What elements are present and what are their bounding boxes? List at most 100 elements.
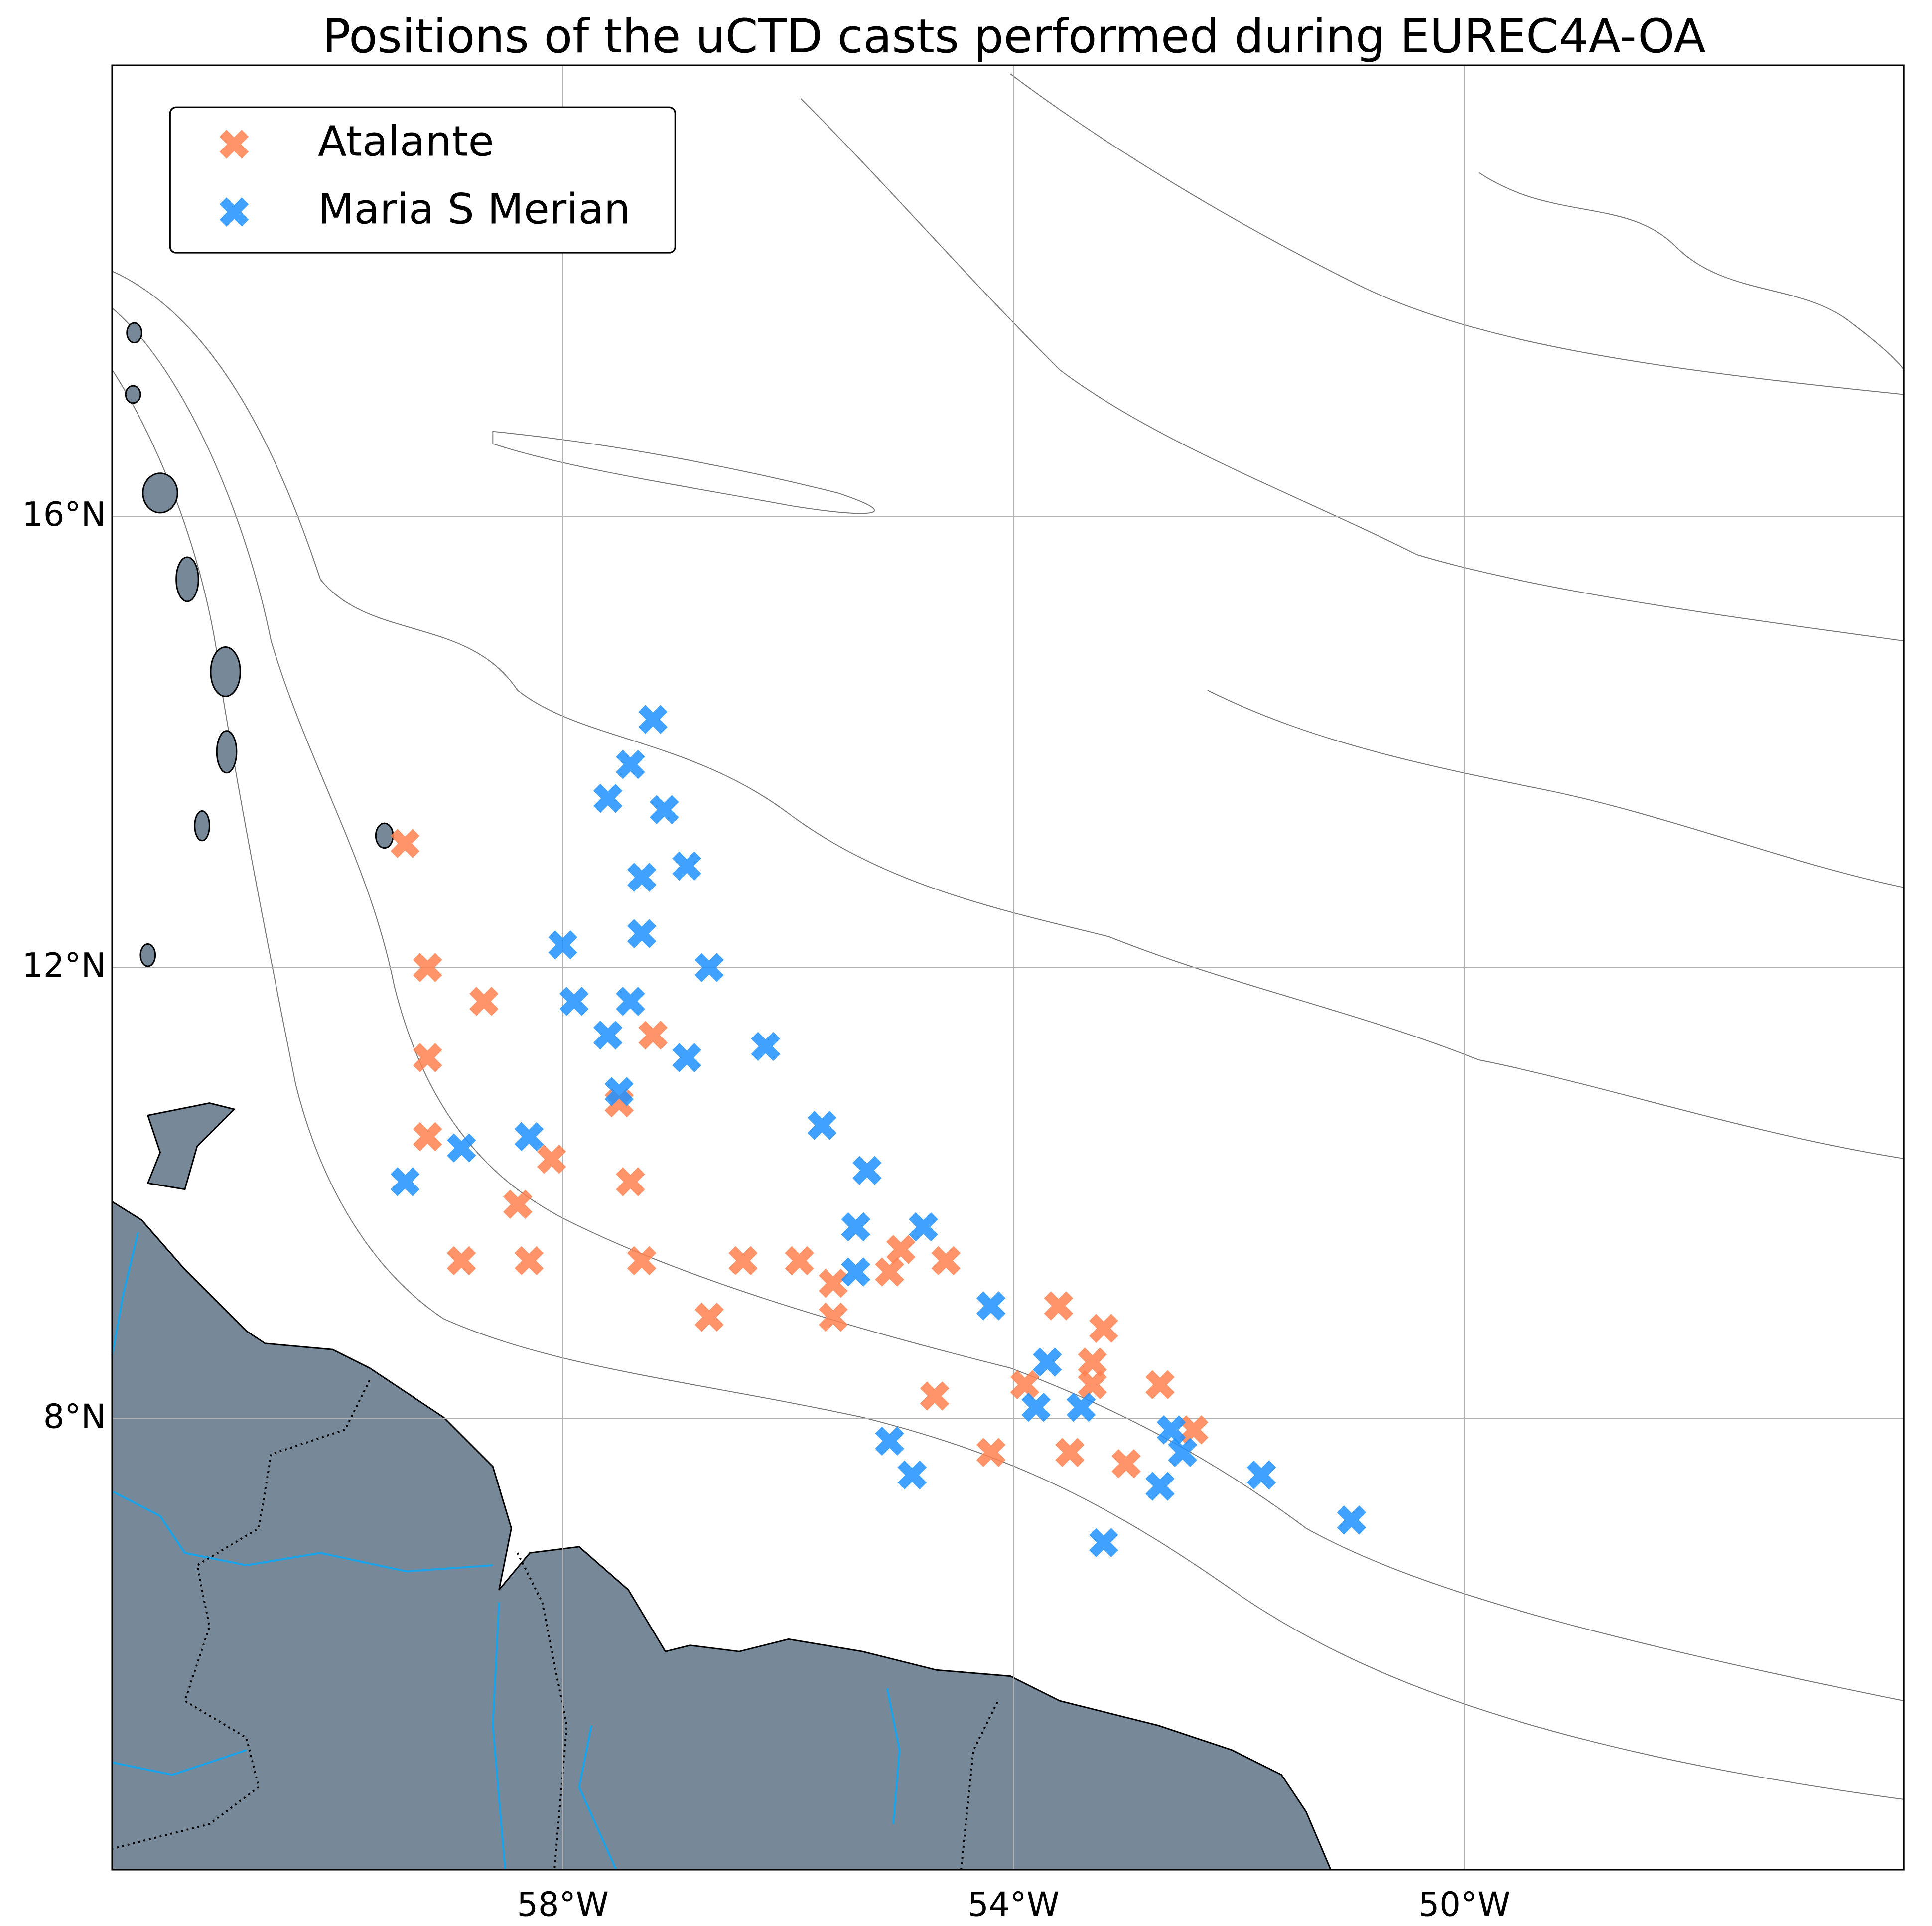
cast-marker [1337, 1505, 1367, 1535]
cast-marker [1168, 1438, 1197, 1467]
data-marks [390, 705, 1367, 1557]
cast-marker [1010, 1370, 1040, 1400]
cast-marker [1066, 1392, 1096, 1422]
land [175, 556, 199, 602]
cast-marker [852, 1156, 882, 1185]
cast-marker [751, 1032, 781, 1061]
contour [1478, 172, 1905, 370]
border [112, 1380, 999, 1870]
cast-marker [875, 1426, 904, 1456]
cast-marker [976, 1438, 1006, 1467]
cast-marker [548, 930, 577, 960]
land [375, 822, 394, 849]
land [125, 385, 141, 404]
cast-marker [638, 705, 668, 734]
land [216, 730, 238, 774]
contour [112, 271, 1904, 1159]
cast-marker [1021, 1392, 1051, 1422]
legend-label: Maria S Merian [318, 184, 630, 233]
legend-marker [219, 197, 249, 227]
cast-marker [627, 919, 657, 948]
cast-marker [1089, 1528, 1118, 1557]
cast-marker [819, 1302, 848, 1332]
contour [800, 98, 1904, 642]
plot-frame [111, 64, 1905, 1871]
cast-marker [886, 1235, 916, 1264]
contour [492, 431, 875, 514]
contour [1010, 73, 1904, 395]
land [194, 810, 210, 842]
y-tick-label: 8°N [43, 1397, 106, 1436]
cast-marker [694, 953, 724, 982]
cast-marker [920, 1381, 950, 1411]
cast-marker [413, 1043, 442, 1072]
y-tick-label: 12°N [22, 946, 106, 985]
land [146, 1102, 236, 1190]
legend-box [169, 106, 676, 254]
legend: Atalante Maria S Merian [169, 106, 676, 254]
legend-label: Atalante [318, 117, 494, 165]
cast-marker [616, 987, 645, 1016]
cast-marker [616, 749, 645, 779]
cast-marker [1179, 1415, 1209, 1445]
cast-marker [593, 1021, 623, 1050]
cast-marker [1055, 1438, 1085, 1467]
cast-marker [627, 863, 657, 892]
cast-marker [469, 987, 499, 1016]
chart-title: Positions of the uCTD casts performed du… [322, 9, 1706, 64]
cast-marker [1111, 1449, 1141, 1479]
contour [1207, 690, 1904, 888]
basemap [111, 73, 1905, 1871]
cast-marker [616, 1167, 645, 1196]
cast-marker [672, 851, 701, 881]
cast-marker [1145, 1472, 1175, 1501]
cast-marker [875, 1257, 904, 1287]
cast-marker [976, 1291, 1006, 1321]
cast-marker [537, 1144, 566, 1174]
cast-marker [728, 1246, 758, 1276]
legend-marker [219, 130, 249, 159]
cast-marker [559, 987, 589, 1016]
cast-marker [807, 1111, 837, 1140]
cast-marker [897, 1460, 927, 1490]
y-tick-label: 16°N [22, 495, 106, 534]
cast-marker [514, 1246, 544, 1276]
cast-marker [819, 1268, 848, 1298]
land [111, 1200, 1332, 1871]
cast-marker [627, 1246, 657, 1276]
cast-marker [503, 1189, 533, 1219]
x-tick-label: 50°W [1418, 1885, 1510, 1924]
land [210, 646, 241, 697]
cast-marker [785, 1246, 814, 1276]
cast-marker [909, 1212, 938, 1242]
land [142, 472, 178, 514]
cast-marker [650, 795, 679, 824]
cast-marker [593, 783, 623, 813]
cast-marker [1145, 1370, 1175, 1400]
cast-marker [672, 1043, 701, 1072]
cast-marker [390, 1167, 420, 1196]
cast-marker [931, 1246, 961, 1276]
cast-marker [638, 1021, 668, 1050]
cast-marker [841, 1257, 871, 1287]
cast-marker [413, 953, 442, 982]
cast-marker [604, 1077, 634, 1106]
cast-marker [1246, 1460, 1276, 1490]
contour [112, 369, 1904, 1800]
cast-marker [1078, 1347, 1107, 1377]
cast-marker [413, 1122, 442, 1152]
x-tick-label: 54°W [967, 1885, 1059, 1924]
cast-marker [1078, 1370, 1107, 1400]
cast-marker [1089, 1314, 1118, 1343]
cast-marker [1044, 1291, 1074, 1321]
x-tick-label: 58°W [517, 1885, 609, 1924]
land [139, 943, 156, 967]
cast-marker [694, 1302, 724, 1332]
cast-marker [390, 829, 420, 858]
cast-marker [1032, 1347, 1062, 1377]
cast-marker [446, 1246, 476, 1276]
cast-marker [1156, 1415, 1186, 1445]
grid [112, 65, 1904, 1870]
